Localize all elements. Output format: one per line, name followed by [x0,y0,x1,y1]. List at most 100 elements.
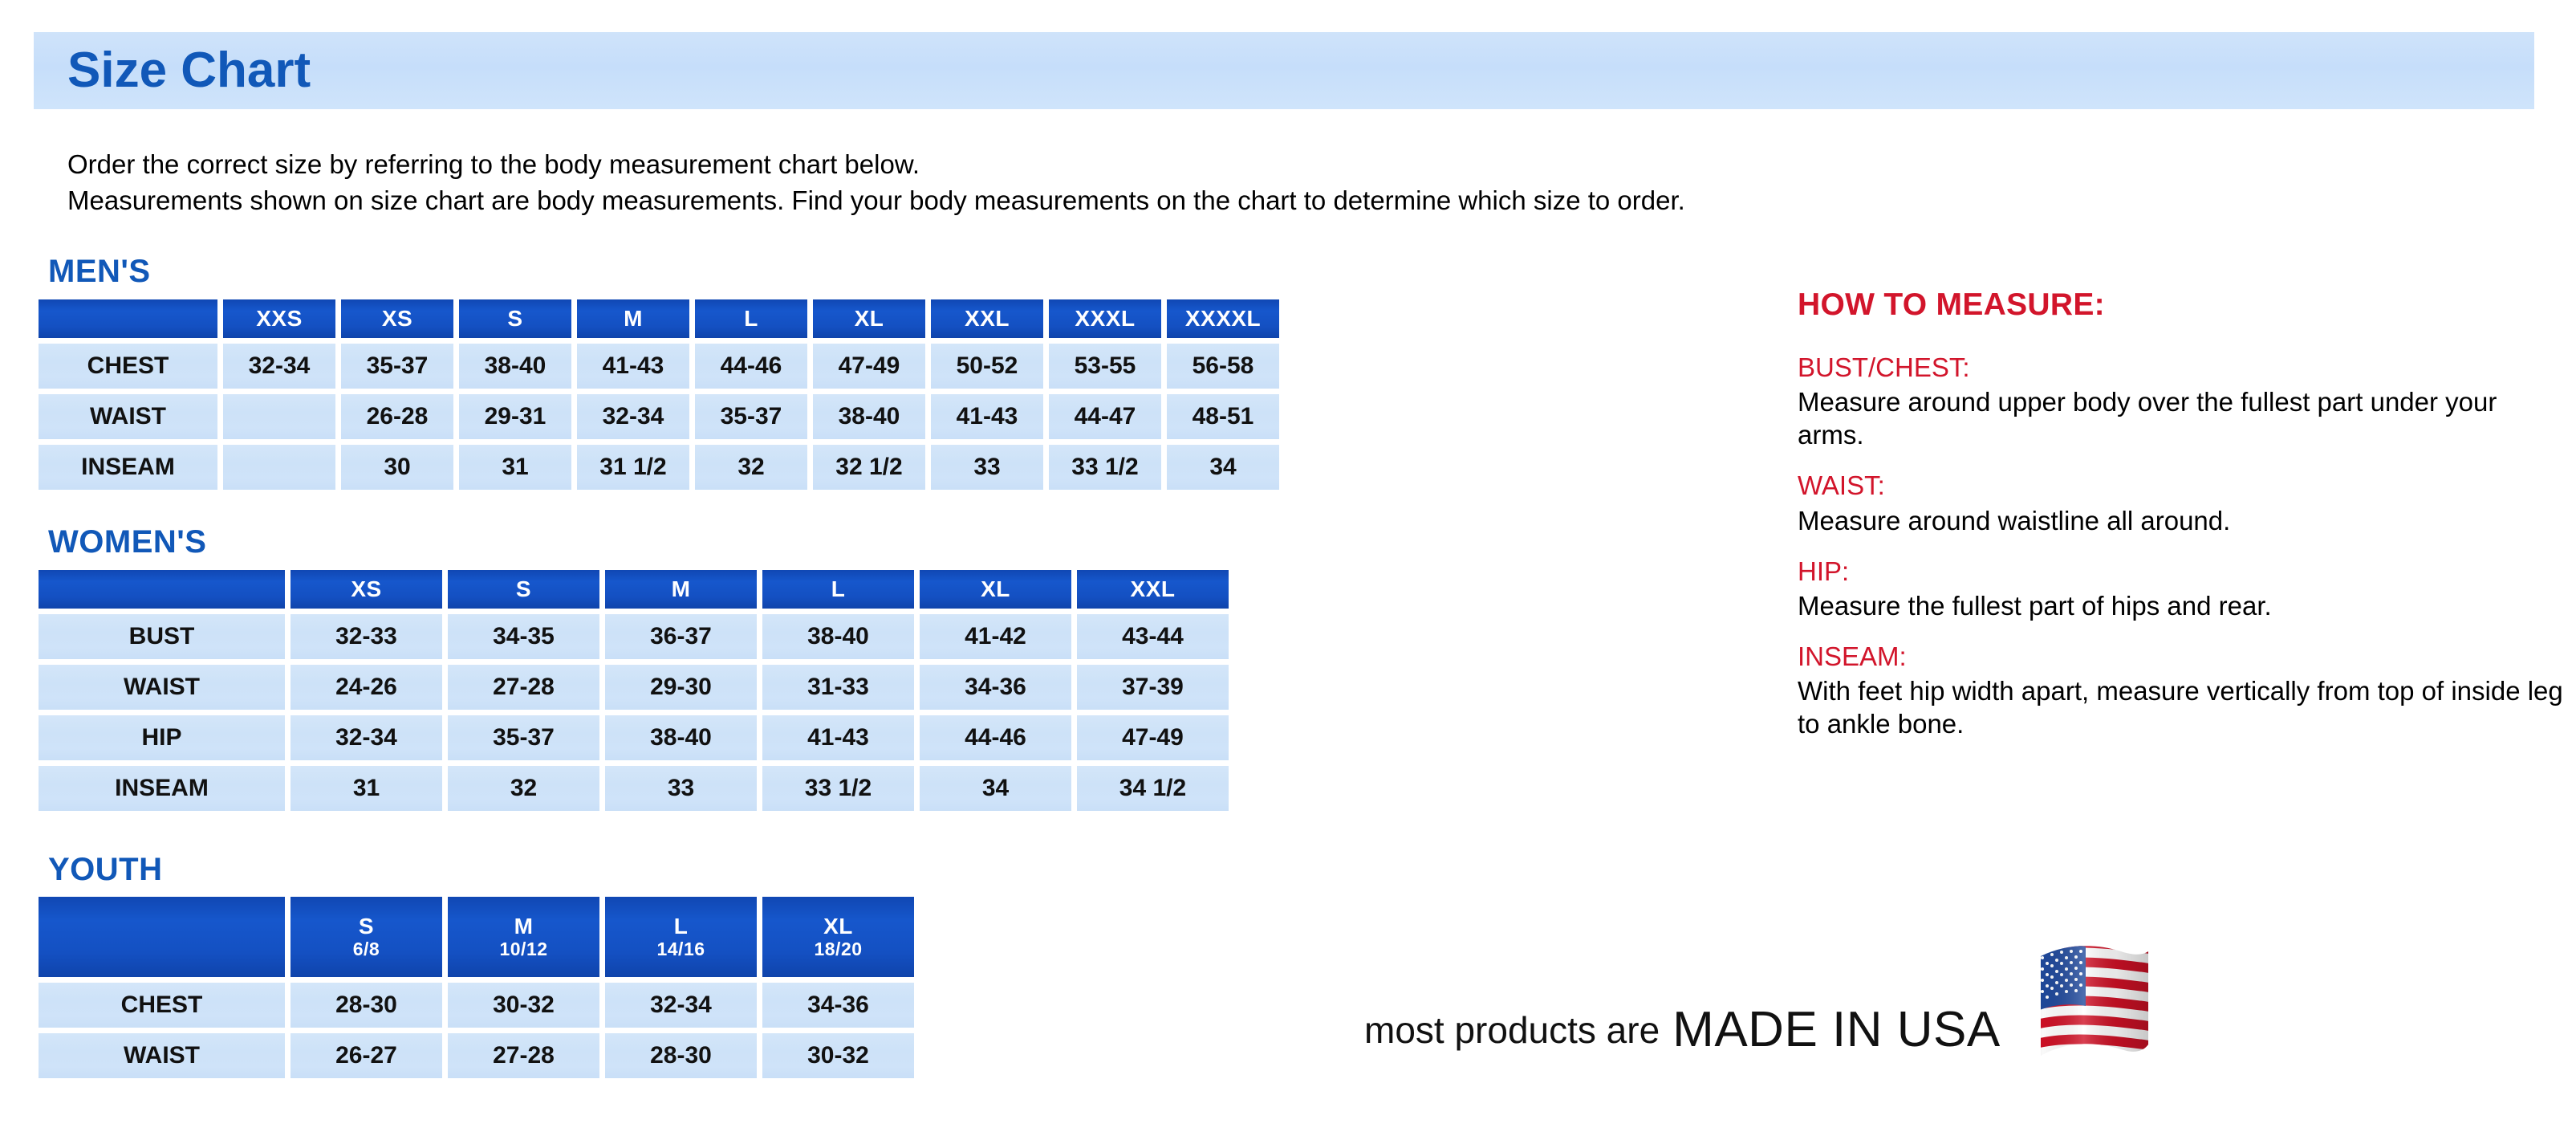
table-cell: 34-36 [920,665,1071,710]
table-cell: 43-44 [1077,614,1229,659]
table-cell: 32 1/2 [813,445,925,490]
table-cell: 48-51 [1167,394,1279,439]
table-cell: 31-33 [762,665,914,710]
intro-line-2: Measurements shown on size chart are bod… [67,185,1685,215]
table-cell: 32-34 [577,394,689,439]
table-cell: 33 [931,445,1043,490]
table-cell: 37-39 [1077,665,1229,710]
table-cell: 31 [291,766,442,811]
row-label: WAIST [39,665,285,710]
row-label: HIP [39,715,285,760]
usa-flag-icon [2018,942,2155,1082]
column-header-agerange: 14/16 [656,938,705,959]
row-label: INSEAM [39,766,285,811]
table-cell: 34 1/2 [1077,766,1229,811]
table-cell: 38-40 [605,715,757,760]
row-label: CHEST [39,983,285,1028]
table-header-row: XS S M L XL XXL [39,570,1229,609]
how-to-measure-panel: HOW TO MEASURE: BUST/CHEST: Measure arou… [1798,289,2568,758]
table-row: WAIST 26-27 27-28 28-30 30-32 [39,1033,914,1078]
table-cell: 24-26 [291,665,442,710]
table-cell: 31 [459,445,571,490]
table-cell: 44-46 [920,715,1071,760]
table-row: WAIST 24-26 27-28 29-30 31-33 34-36 37-3… [39,665,1229,710]
table-cell: 41-43 [762,715,914,760]
table-cell: 34-35 [448,614,599,659]
table-row: CHEST 28-30 30-32 32-34 34-36 [39,983,914,1028]
table-cell: 26-27 [291,1033,442,1078]
table-cell: 32-34 [223,344,335,389]
column-header: S [448,570,599,609]
table-cell: 50-52 [931,344,1043,389]
table-cell: 34 [920,766,1071,811]
table-cell: 32 [448,766,599,811]
column-header: L 14/16 [605,897,757,977]
table-cell: 38-40 [459,344,571,389]
table-cell: 35-37 [695,394,807,439]
row-label: INSEAM [39,445,217,490]
table-cell [223,445,335,490]
table-cell: 47-49 [1077,715,1229,760]
table-cell: 56-58 [1167,344,1279,389]
made-in-usa-prefix: most products are [1364,1008,1660,1051]
measure-description: Measure the fullest part of hips and rea… [1798,590,2272,621]
womens-size-table: XS S M L XL XXL BUST 32-33 34-35 36-37 3… [33,564,1234,816]
table-row: HIP 32-34 35-37 38-40 41-43 44-46 47-49 [39,715,1229,760]
table-cell: 27-28 [448,1033,599,1078]
row-label: WAIST [39,394,217,439]
table-cell: 35-37 [448,715,599,760]
table-cell: 38-40 [762,614,914,659]
measure-description: Measure around waistline all around. [1798,505,2231,535]
measure-item-waist: WAIST: Measure around waistline all arou… [1798,469,2568,536]
table-cell: 28-30 [605,1033,757,1078]
column-header: XXL [1077,570,1229,609]
measure-description: Measure around upper body over the fulle… [1798,387,2497,450]
column-header: L [762,570,914,609]
table-cell: 44-47 [1049,394,1161,439]
column-header-size: M [514,914,534,939]
table-cell: 27-28 [448,665,599,710]
measure-label: WAIST: [1798,470,1885,501]
table-row: BUST 32-33 34-35 36-37 38-40 41-42 43-44 [39,614,1229,659]
measure-item-bust-chest: BUST/CHEST: Measure around upper body ov… [1798,351,2568,451]
column-header: S [459,299,571,338]
table-cell: 44-46 [695,344,807,389]
table-cell: 28-30 [291,983,442,1028]
section-title-mens: MEN'S [48,254,151,289]
table-cell: 34-36 [762,983,914,1028]
column-header-agerange: 6/8 [352,938,380,959]
intro-line-1: Order the correct size by referring to t… [67,149,920,179]
measure-item-hip: HIP: Measure the fullest part of hips an… [1798,555,2568,622]
column-header: M [605,570,757,609]
table-cell: 33 1/2 [1049,445,1161,490]
column-header: M [577,299,689,338]
column-header: XS [341,299,453,338]
table-cell: 36-37 [605,614,757,659]
measure-label: BUST/CHEST: [1798,352,1970,382]
made-in-usa-block: most products are MADE IN USA [1364,946,2155,1100]
column-header-agerange: 18/20 [814,938,863,959]
column-header: L [695,299,807,338]
column-header: XS [291,570,442,609]
column-header: XXS [223,299,335,338]
column-header: XL [813,299,925,338]
column-header: XXL [931,299,1043,338]
column-header: XL [920,570,1071,609]
row-label: BUST [39,614,285,659]
section-title-youth: YOUTH [48,852,163,887]
table-cell: 34 [1167,445,1279,490]
column-header: XL 18/20 [762,897,914,977]
table-cell: 32-33 [291,614,442,659]
column-header-agerange: 10/12 [499,938,548,959]
table-row: WAIST 26-28 29-31 32-34 35-37 38-40 41-4… [39,394,1279,439]
table-cell: 31 1/2 [577,445,689,490]
made-in-usa-text: MADE IN USA [1672,1001,2001,1057]
table-cell: 35-37 [341,344,453,389]
column-header: M 10/12 [448,897,599,977]
table-cell: 32 [695,445,807,490]
table-cell: 26-28 [341,394,453,439]
table-cell: 41-42 [920,614,1071,659]
table-cell: 32-34 [291,715,442,760]
measure-description: With feet hip width apart, measure verti… [1798,676,2563,739]
page-title: Size Chart [67,43,311,98]
